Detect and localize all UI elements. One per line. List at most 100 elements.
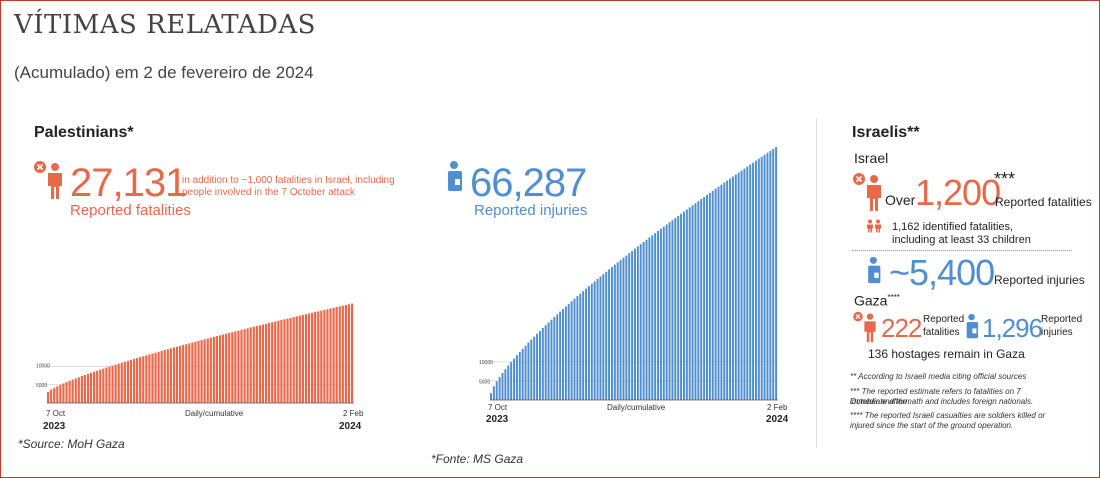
identified-fatalities-line-1: 1,162 identified fatalities, <box>892 221 1014 233</box>
bar <box>188 343 191 403</box>
bar <box>301 314 304 403</box>
bar <box>307 313 311 403</box>
bar <box>120 362 123 403</box>
bar <box>240 329 243 403</box>
bar <box>234 331 237 403</box>
bar <box>599 276 602 400</box>
bar <box>99 369 102 403</box>
bar <box>697 201 700 400</box>
palestinian-injuries-value: 66,287 <box>470 161 587 205</box>
fatalities-note-line-2: people involved in the 7 October attack <box>182 187 355 198</box>
bar <box>68 380 71 403</box>
fatalities-note-line-1: in addition to ~1,000 fatalities in Isra… <box>182 175 395 186</box>
bar <box>559 311 562 400</box>
gaza-fatalities-label-2: fatalities <box>923 327 960 338</box>
bar <box>671 220 674 400</box>
bar <box>105 367 108 403</box>
bar <box>570 301 573 400</box>
israel-injuries-value: ~5,400 <box>889 252 995 293</box>
bar <box>264 323 268 403</box>
bar <box>708 192 711 400</box>
bar <box>136 358 139 403</box>
page-title: VÍTIMAS RELATADAS <box>14 10 316 40</box>
bar <box>96 370 99 403</box>
section-divider <box>816 118 817 448</box>
bar <box>129 359 133 403</box>
bar <box>228 332 231 403</box>
bar <box>556 314 559 400</box>
bar <box>350 303 354 403</box>
gaza-label: Gaza**** <box>854 292 900 309</box>
bar <box>674 217 677 400</box>
bar <box>56 386 59 403</box>
bar <box>221 334 225 403</box>
bar <box>47 392 50 403</box>
bar <box>191 342 194 403</box>
bar <box>145 355 148 403</box>
bar <box>166 349 169 403</box>
bar <box>703 196 706 400</box>
bar <box>139 357 142 403</box>
bar <box>203 339 206 403</box>
fatality-icon <box>34 161 62 199</box>
bar <box>74 378 77 403</box>
bar <box>132 358 136 403</box>
bar <box>50 389 53 403</box>
bar <box>93 371 96 403</box>
bar <box>717 186 720 400</box>
bar <box>206 338 209 403</box>
bar <box>720 184 723 400</box>
bar <box>602 274 605 400</box>
bar <box>731 176 734 400</box>
bar <box>760 156 763 400</box>
bar <box>148 354 151 403</box>
bar <box>682 211 685 400</box>
bar <box>691 205 694 400</box>
bar <box>576 296 579 400</box>
bar <box>114 364 117 403</box>
bar <box>636 246 639 400</box>
bar <box>212 336 215 403</box>
bar <box>304 314 308 403</box>
gaza-injuries-label-2: injuries <box>1041 327 1073 338</box>
bar <box>490 393 492 400</box>
bar <box>126 360 129 403</box>
bar <box>538 330 541 400</box>
bar <box>567 303 570 400</box>
bar <box>179 345 182 403</box>
bar <box>172 347 176 403</box>
bar <box>495 381 498 400</box>
bar <box>326 309 329 403</box>
bar <box>515 355 518 400</box>
bar <box>292 317 295 403</box>
bar <box>215 336 219 403</box>
bar <box>711 190 714 400</box>
palestinians-source: *Source: MoH Gaza <box>18 437 125 451</box>
bar <box>249 327 252 403</box>
bar <box>590 283 593 400</box>
bar <box>86 373 90 403</box>
bar <box>622 257 625 400</box>
fatalities-chart: 10000 5000 7 Oct 2023 Daily/cumulative 2… <box>36 303 364 432</box>
bar <box>492 386 495 400</box>
injuries-chart: 10000 5000 7 Oct 2023 Daily/cumulative 2… <box>479 147 789 425</box>
bar <box>613 264 616 400</box>
bar <box>610 267 613 400</box>
bar <box>225 333 228 403</box>
identified-fatalities-line-2: including at least 33 children <box>892 234 1031 246</box>
bar <box>501 372 504 400</box>
bar <box>668 222 671 400</box>
footnote-2a: *** The reported estimate refers to fata… <box>850 387 1021 406</box>
bar <box>700 199 703 400</box>
bar <box>553 316 556 400</box>
bar <box>763 154 766 400</box>
bar <box>677 215 680 400</box>
bar <box>680 213 683 400</box>
x-start-year: 2023 <box>486 414 509 425</box>
footnote-3a: **** The reported Israeli casualties are… <box>850 411 1046 420</box>
y-tick-10000: 10000 <box>36 364 50 370</box>
bar <box>740 170 743 400</box>
israel-label: Israel <box>854 150 889 166</box>
x-end-tick: 2 Feb <box>343 409 364 418</box>
bar <box>102 368 105 403</box>
